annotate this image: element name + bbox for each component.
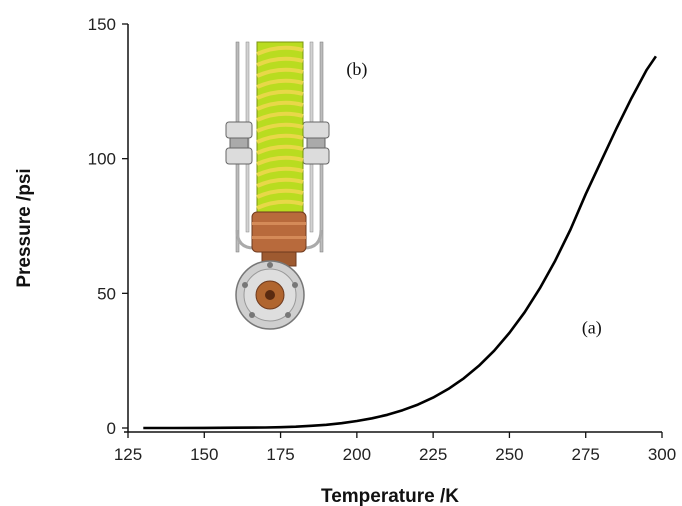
x-axis-title: Temperature /K — [321, 486, 459, 506]
coil-stripe — [256, 188, 304, 199]
inset-photo-cell-icon — [225, 41, 330, 330]
x-tick-label: 175 — [266, 445, 294, 464]
coil-stripe — [256, 67, 304, 78]
x-tick-label: 225 — [419, 445, 447, 464]
axes — [124, 24, 662, 433]
x-tick-label: 250 — [495, 445, 523, 464]
coil-stripe — [256, 177, 304, 188]
coil-stripe — [256, 144, 304, 155]
annotation-a: (a) — [582, 318, 602, 339]
coil-stripe — [256, 78, 304, 89]
coil-stripe — [256, 89, 304, 100]
x-tick-label: 200 — [343, 445, 371, 464]
x-tick-label: 300 — [648, 445, 676, 464]
coil-stripe — [256, 100, 304, 111]
y-tick-label: 50 — [97, 284, 116, 303]
x-tick-label: 125 — [114, 445, 142, 464]
series-line — [143, 55, 657, 430]
coil-stripe — [256, 133, 304, 144]
y-tick-label: 0 — [107, 419, 116, 438]
coil-stripe — [256, 166, 304, 177]
y-tick-label: 100 — [88, 150, 116, 169]
y-tick-label: 150 — [88, 15, 116, 34]
coil-stripe — [256, 45, 304, 56]
y-axis-title: Pressure /psi — [14, 168, 35, 287]
coil-stripe — [256, 155, 304, 166]
coil-stripe — [256, 122, 304, 133]
annotation-b: (b) — [346, 59, 367, 80]
coil-stripe — [256, 199, 304, 210]
coil-stripe — [256, 111, 304, 122]
x-tick-label: 150 — [190, 445, 218, 464]
coil-stripe — [256, 56, 304, 67]
x-tick-label: 275 — [572, 445, 600, 464]
